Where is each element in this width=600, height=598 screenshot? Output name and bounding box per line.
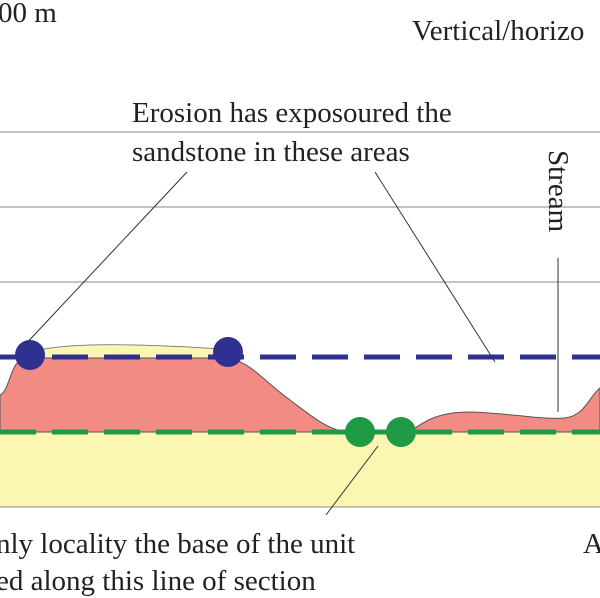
base-point xyxy=(386,417,416,447)
outcrop-point xyxy=(213,337,243,367)
annotation: A xyxy=(583,528,600,560)
exaggeration-label: Vertical/horizo xyxy=(412,15,584,47)
annotation: sandstone in these areas xyxy=(132,136,410,168)
stream-label: Stream xyxy=(542,150,574,233)
scale-label: 00 m xyxy=(0,0,57,29)
annotation: Erosion has exposoured the xyxy=(132,97,452,129)
leader-line xyxy=(325,445,379,516)
outcrop-point xyxy=(15,340,45,370)
leader-line xyxy=(21,171,188,349)
annotation: ed along this line of section xyxy=(0,565,316,597)
shale-unit xyxy=(0,357,600,433)
base-point xyxy=(345,417,375,447)
annotation: nly locality the base of the unit xyxy=(0,528,355,560)
leader-line xyxy=(374,171,496,363)
sandstone-layer xyxy=(0,432,600,507)
